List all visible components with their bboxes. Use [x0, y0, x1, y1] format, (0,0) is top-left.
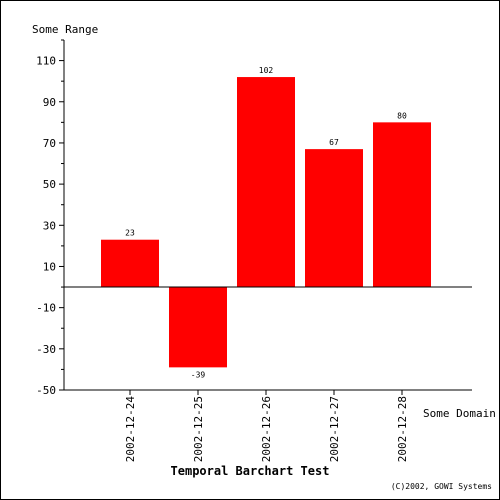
y-tick-label-50: 50: [43, 178, 56, 191]
data-label-2002-12-27: 67: [329, 138, 339, 147]
credit-text: (C)2002, GOWI Systems: [390, 482, 492, 491]
data-labels-group: 23 -39 102 67 80: [125, 66, 407, 379]
bar-2002-12-24: [101, 239, 159, 288]
y-tick-label--30: -30: [36, 343, 56, 356]
axes-group: [63, 40, 472, 391]
data-label-2002-12-25: -39: [191, 370, 206, 379]
data-label-2002-12-26: 102: [259, 66, 274, 75]
chart-title: Temporal Barchart Test: [170, 464, 330, 478]
y-tick-label-70: 70: [43, 137, 56, 150]
x-axis-label: Some Domain: [423, 407, 496, 420]
y-tick-label--10: -10: [36, 302, 56, 315]
data-label-2002-12-24: 23: [125, 229, 135, 238]
x-ticks-group: 2002-12-24 2002-12-25 2002-12-26 2002-12-27…: [124, 390, 409, 462]
y-tick-label-30: 30: [43, 219, 56, 232]
y-tick-label--50: -50: [36, 384, 56, 397]
y-ticks-group: -50 -30 -10 10 30 50 70 90 110: [36, 39, 64, 397]
bar-2002-12-27: [305, 149, 363, 288]
y-tick-label-110: 110: [36, 55, 56, 68]
bar-2002-12-25: [169, 287, 227, 368]
y-tick-label-90: 90: [43, 96, 56, 109]
bar-2002-12-28: [373, 122, 431, 288]
y-axis-label: Some Range: [32, 23, 98, 36]
x-tick-label-2002-12-26: 2002-12-26: [260, 396, 273, 462]
bar-2002-12-26: [237, 77, 295, 288]
data-label-2002-12-28: 80: [397, 111, 407, 120]
x-tick-label-2002-12-24: 2002-12-24: [124, 396, 137, 463]
x-tick-label-2002-12-28: 2002-12-28: [396, 396, 409, 462]
y-tick-label-10: 10: [43, 260, 56, 273]
x-tick-label-2002-12-27: 2002-12-27: [328, 396, 341, 462]
bars-group: [101, 77, 431, 368]
x-tick-label-2002-12-25: 2002-12-25: [192, 396, 205, 462]
